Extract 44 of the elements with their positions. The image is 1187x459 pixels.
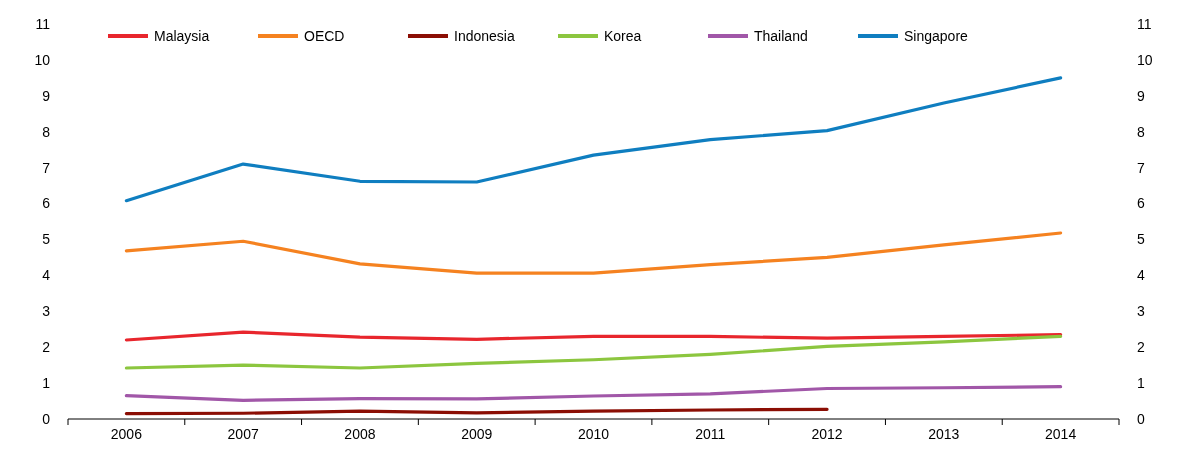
y2-tick-label: 6 [1137, 195, 1145, 212]
y-tick-label: 3 [42, 303, 51, 320]
y2-tick-label: 7 [1137, 159, 1145, 176]
line-series [124, 76, 1063, 203]
line-series [124, 385, 1063, 402]
y-tick-label: 0 [42, 410, 51, 427]
y-tick-label: 8 [42, 123, 51, 140]
y2-tick-label: 2 [1137, 339, 1145, 356]
y-tick-label: 4 [42, 267, 51, 284]
legend-label: Indonesia [454, 27, 515, 44]
y2-tick-label: 1 [1137, 374, 1145, 391]
y-tick-label: 1 [42, 374, 51, 391]
legend-label: Singapore [904, 27, 969, 44]
y-tick-label: 7 [42, 159, 51, 176]
x-tick-label: 2010 [577, 426, 610, 442]
line-series [124, 231, 1063, 275]
y-tick-label: 2 [42, 339, 51, 356]
legend-label: Korea [604, 27, 642, 44]
legend-label: OECD [304, 27, 345, 44]
line-series [124, 330, 1063, 342]
x-tick-label: 2011 [695, 426, 726, 442]
y2-tick-label: 3 [1137, 303, 1145, 320]
y-tick-label: 11 [35, 15, 51, 32]
legend-label: Thailand [754, 27, 808, 44]
x-tick-label: 2007 [227, 426, 259, 442]
y-tick-label: 6 [42, 195, 51, 212]
y2-tick-label: 8 [1137, 123, 1145, 140]
y-tick-label: 9 [42, 87, 51, 104]
y2-tick-label: 0 [1137, 410, 1145, 427]
legend-label: Malaysia [154, 27, 210, 44]
y2-tick-label: 10 [1137, 51, 1153, 68]
y2-tick-label: 4 [1137, 267, 1145, 284]
x-tick-label: 2014 [1045, 426, 1077, 442]
line-series [124, 334, 1063, 370]
y2-tick-label: 11 [1137, 15, 1152, 32]
y-tick-label: 10 [34, 51, 51, 68]
y2-tick-label: 5 [1137, 231, 1145, 248]
x-tick-label: 2013 [928, 426, 960, 442]
x-tick-label: 2008 [344, 426, 376, 442]
x-tick-label: 2006 [110, 426, 143, 442]
x-tick-label: 2012 [811, 426, 843, 442]
y2-tick-label: 9 [1137, 87, 1145, 104]
y-tick-label: 5 [42, 231, 51, 248]
x-tick-label: 2009 [461, 426, 493, 442]
